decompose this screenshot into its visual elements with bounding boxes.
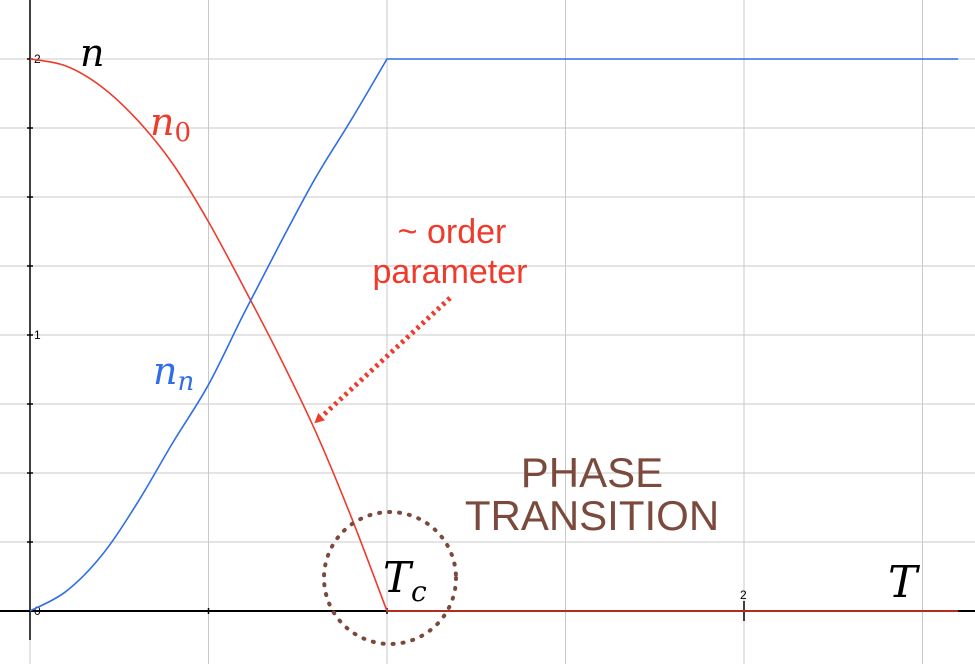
x-axis-label: T	[888, 557, 921, 608]
order-parameter-line1: ~ order	[398, 213, 507, 251]
series-label-nn-sub: n	[177, 367, 194, 397]
y-tick-label-2: 2	[34, 52, 41, 66]
tc-label-base: T	[383, 553, 414, 602]
x-tick-label-2: 2	[740, 588, 747, 602]
y-tick-label-1: 1	[34, 328, 41, 342]
series-label-n0: n0	[150, 100, 191, 148]
order-parameter-line2: parameter	[373, 253, 528, 291]
tick-labels: 2 1 0 2	[34, 52, 747, 618]
series-label-nn-base: n	[153, 349, 177, 393]
y-axis-label: n	[80, 31, 104, 75]
tc-label-sub: c	[411, 575, 427, 608]
phase-transition-line1: PHASE	[521, 449, 663, 496]
order-parameter-arrow	[314, 296, 452, 424]
critical-point-circle	[322, 510, 458, 646]
tc-label: Tc	[383, 553, 427, 608]
series-label-nn: nn	[153, 349, 194, 397]
y-tick-label-0: 0	[34, 604, 41, 618]
axes	[0, 0, 975, 640]
series-line-nn	[29, 58, 959, 612]
series-label-n0-base: n	[150, 100, 174, 144]
phase-transition-line2: TRANSITION	[465, 492, 719, 539]
data-series	[29, 58, 959, 612]
series-label-n0-sub: 0	[174, 118, 191, 148]
series-line-n0	[29, 58, 959, 612]
